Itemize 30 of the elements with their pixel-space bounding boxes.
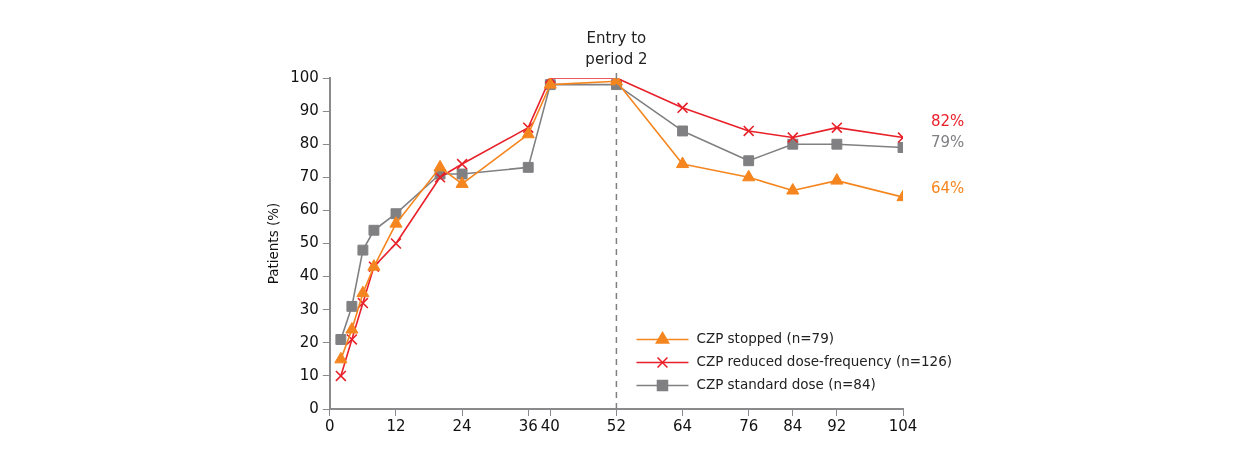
y-tick-label: 50 <box>299 233 319 252</box>
legend-label: CZP stopped (n=79) <box>696 330 835 346</box>
y-tick-label: 10 <box>299 365 319 384</box>
ref-line-label: Entry to period 2 <box>585 29 648 68</box>
x-tick-label: 104 <box>888 416 918 435</box>
data-label: 79% <box>931 133 965 152</box>
data-label: 82% <box>931 112 965 131</box>
y-tick-label: 60 <box>299 200 319 219</box>
x-tick-label: 64 <box>673 416 693 435</box>
x-tick-label: 12 <box>386 416 406 435</box>
x-tick-label: 76 <box>739 416 759 435</box>
x-tick-label: 40 <box>540 416 560 435</box>
x-tick-label: 24 <box>452 416 472 435</box>
legend-label: CZP reduced dose-frequency (n=126) <box>696 353 953 369</box>
y-tick-label: 100 <box>290 67 319 86</box>
y-tick-label: 70 <box>299 167 319 186</box>
y-tick-label: 20 <box>299 332 319 351</box>
data-label: 64% <box>931 179 965 198</box>
y-tick-label: 0 <box>309 398 319 417</box>
x-tick-label: 84 <box>783 416 803 435</box>
x-tick-label: 36 <box>518 416 538 435</box>
x-tick-label: 52 <box>606 416 626 435</box>
y-tick-label: 40 <box>299 266 319 285</box>
x-tick-label: 0 <box>325 416 335 435</box>
y-axis-title: Patients (%) <box>264 202 281 285</box>
y-tick-label: 80 <box>299 134 319 153</box>
x-tick-label: 92 <box>827 416 847 435</box>
y-tick-label: 30 <box>299 299 319 318</box>
y-tick-label: 90 <box>299 100 319 119</box>
legend-label: CZP standard dose (n=84) <box>696 376 876 392</box>
